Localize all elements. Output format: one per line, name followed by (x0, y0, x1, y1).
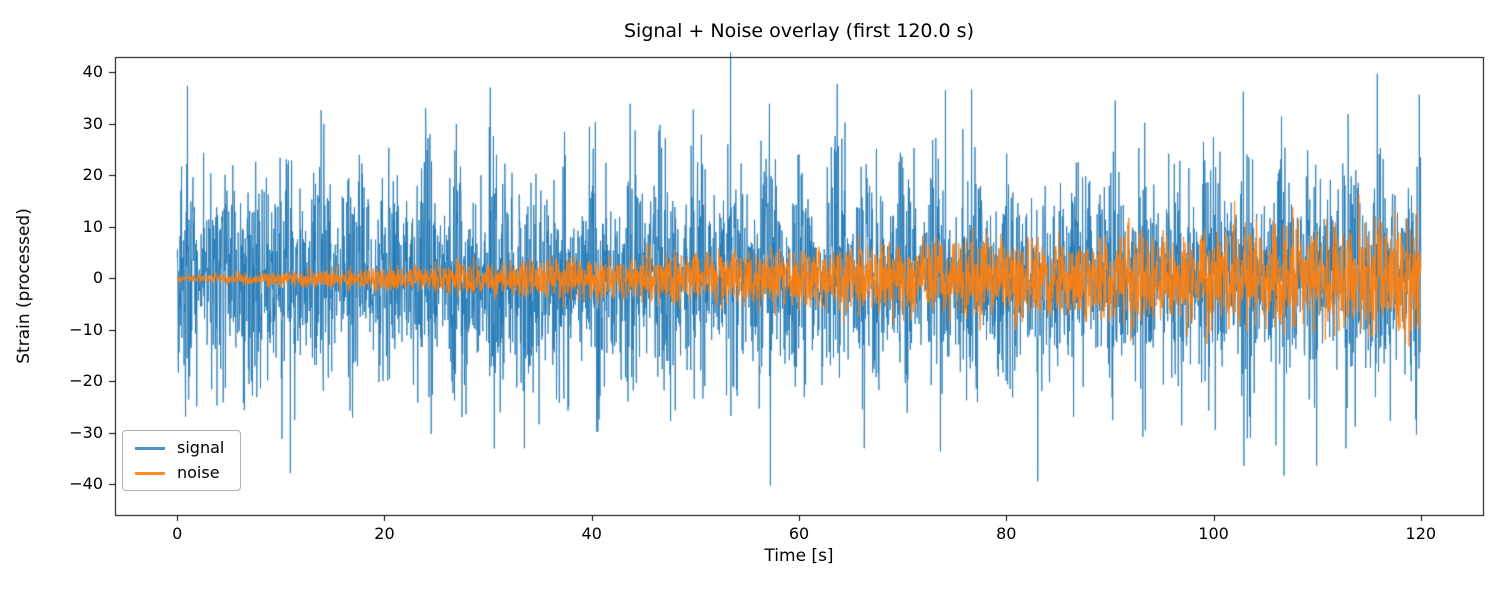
legend-item-signal: signal (135, 440, 224, 456)
legend-item-noise: noise (135, 465, 224, 481)
y-tick-label: −20 (69, 371, 103, 391)
y-tick-label: 20 (82, 165, 103, 185)
legend-swatch-signal (135, 446, 165, 450)
x-tick-label: 120 (1405, 524, 1437, 543)
legend-label-noise: noise (177, 463, 220, 482)
y-tick-label: 10 (82, 216, 103, 236)
y-tick-label: 40 (82, 62, 103, 82)
legend: signal noise (122, 430, 242, 491)
y-tick-label: 30 (82, 113, 103, 133)
chart-title: Signal + Noise overlay (first 120.0 s) (623, 20, 975, 42)
y-tick-label: 0 (92, 268, 103, 288)
x-tick-label: 100 (1198, 524, 1229, 543)
y-tick-label: −40 (69, 474, 103, 494)
legend-label-signal: signal (177, 438, 225, 457)
x-axis-label: Time [s] (764, 546, 834, 566)
x-tick-label: 60 (788, 524, 810, 543)
x-tick-label: 80 (996, 524, 1017, 543)
y-tick-label: −10 (69, 319, 103, 339)
x-tick-label: 0 (172, 524, 183, 543)
x-tick-label: 40 (581, 524, 602, 543)
y-tick-label: −30 (69, 422, 103, 442)
legend-swatch-noise (135, 471, 165, 475)
x-tick-label: 20 (374, 524, 395, 543)
